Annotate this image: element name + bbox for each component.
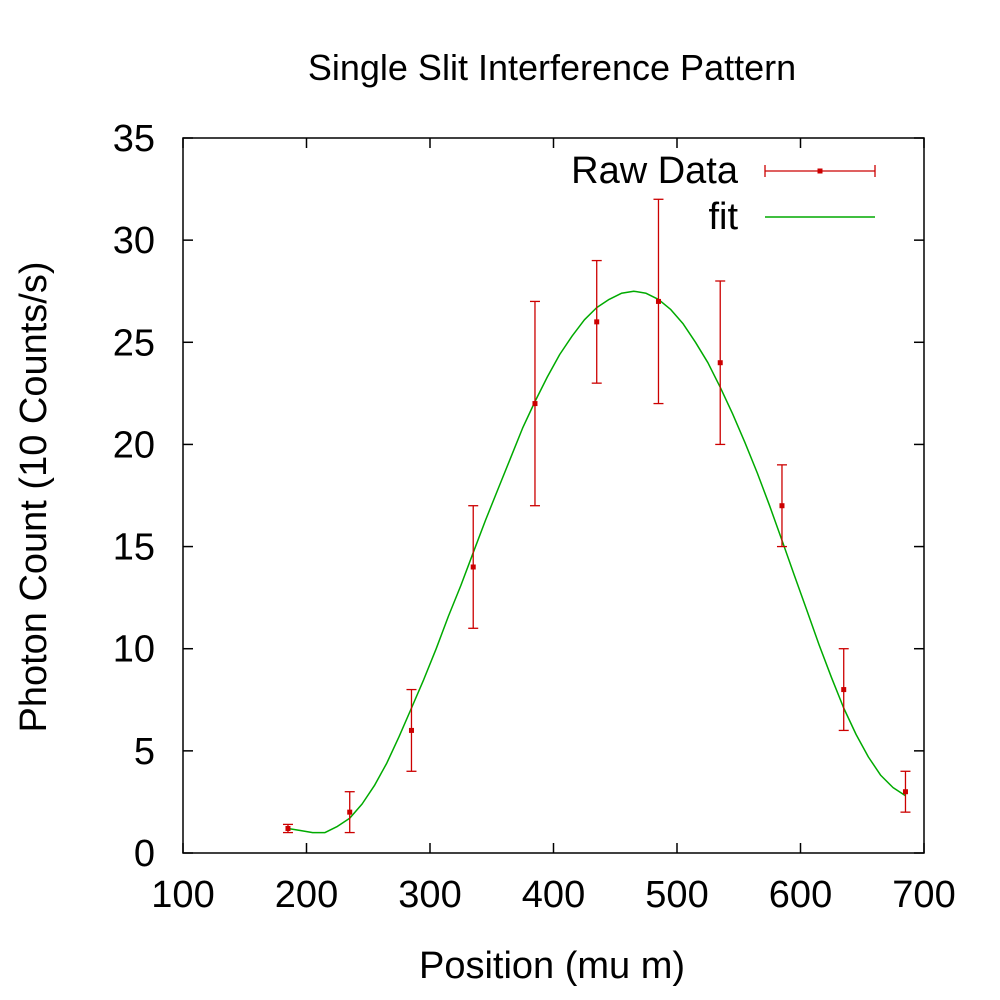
x-axis-label: Position (mu m) [419,945,685,987]
legend-label-raw-data: Raw Data [571,150,739,192]
y-tick-label: 30 [113,220,155,262]
legend-sample-raw-point [817,168,823,174]
plot-frame [182,137,925,854]
y-tick-label: 10 [113,629,155,671]
x-tick-label: 300 [398,874,461,916]
x-axis-ticks: 100 200 300 400 500 600 700 [151,138,956,916]
chart-title: Single Slit Interference Pattern [308,47,796,88]
data-point [655,298,661,304]
x-tick-label: 700 [892,874,955,916]
data-point [532,401,538,407]
data-point [408,727,414,733]
y-tick-label: 35 [113,118,155,160]
legend: Raw Data fit [571,150,876,238]
y-axis-ticks: 0 5 10 15 20 25 30 35 [113,118,924,875]
y-tick-label: 5 [134,731,155,773]
data-point [779,503,785,509]
data-point [285,825,291,831]
x-tick-label: 100 [151,874,214,916]
y-tick-label: 15 [113,527,155,569]
raw-data-series [282,198,911,834]
y-tick-label: 25 [113,322,155,364]
x-tick-label: 600 [769,874,832,916]
data-point [347,809,353,815]
x-tick-label: 500 [645,874,708,916]
data-point [717,360,723,366]
y-axis-label: Photon Count (10 Counts/s) [13,261,55,732]
legend-label-fit: fit [708,196,738,238]
x-tick-label: 200 [275,874,338,916]
data-point [902,789,908,795]
y-tick-label: 20 [113,424,155,466]
data-point [470,564,476,570]
y-tick-label: 0 [134,833,155,875]
data-point [594,319,600,325]
x-tick-label: 400 [522,874,585,916]
data-point [841,687,847,693]
